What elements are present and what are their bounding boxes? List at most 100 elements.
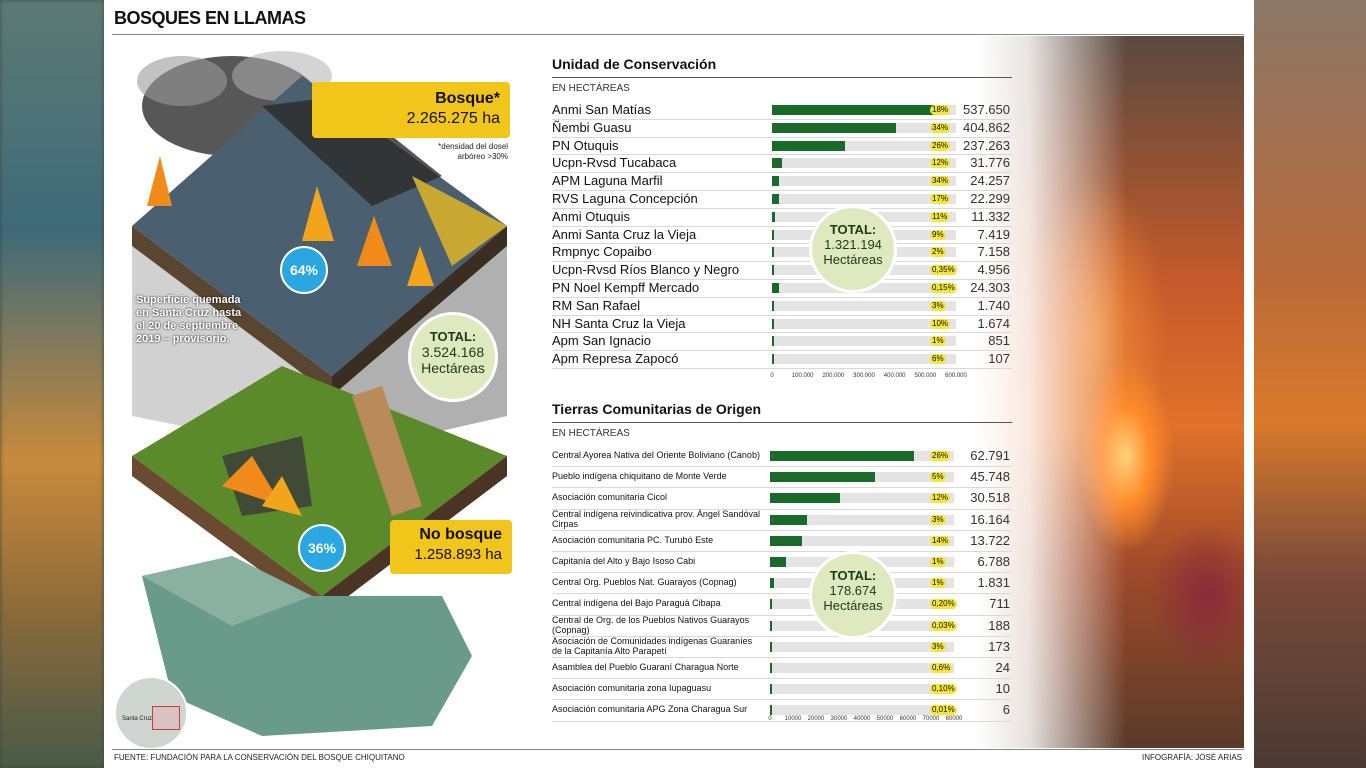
footer-credit: INFOGRAFÍA: JOSÉ ARIAS [1141, 753, 1242, 762]
axis-tick-label: 500.000 [914, 373, 937, 379]
total-unit: Hectáreas [421, 360, 485, 376]
bar [772, 336, 774, 347]
row-value: 22.299 [970, 191, 1010, 206]
chart2-row: Asociación de Comunidades indígenas Guar… [552, 636, 1012, 658]
row-value: 4.956 [977, 262, 1010, 278]
pct-badge: 26% [930, 451, 951, 461]
bar-track [770, 705, 954, 716]
row-label: Ucpn-Rvsd Tucabaca [552, 155, 677, 171]
pct-badge: 3% [930, 641, 946, 652]
bar-track [770, 663, 954, 673]
bar [772, 176, 780, 187]
page-title: BOSQUES EN LLAMAS [114, 8, 306, 28]
chart2-row: Asociación comunitaria zona Iupaguasu 0,1… [552, 678, 1012, 701]
row-value: 6 [1002, 702, 1010, 718]
pct-badge: 14% [930, 535, 951, 546]
pct-badge: 12% [930, 158, 951, 169]
row-value: 16.164 [970, 511, 1010, 527]
bar-track [772, 318, 956, 329]
pct-badge: 0,35% [930, 265, 957, 276]
axis-tick-label: 10000 [784, 716, 802, 722]
chart1-row: PN Otuquis 26% 237.263 [552, 137, 1012, 156]
chart2-row: Asamblea del Pueblo Guaraní Charagua Nor… [552, 657, 1012, 680]
pct-badge: 34% [930, 176, 951, 187]
pct-badge: 2% [930, 247, 946, 258]
row-label: APM Laguna Marfil [552, 173, 663, 189]
row-label: Pueblo indígena chiquitano de Monte Verd… [552, 471, 727, 482]
pct-badge: 17% [930, 194, 951, 204]
row-label: PN Noel Kempff Mercado [552, 280, 700, 295]
row-value: 62.791 [970, 448, 1010, 463]
row-value: 45.748 [970, 469, 1010, 485]
bar [772, 194, 779, 204]
bar-track [772, 122, 956, 133]
row-value: 6.788 [977, 554, 1010, 569]
chart1-total-circle: TOTAL: 1.321.194 Hectáreas [812, 208, 894, 290]
chart1-row: Anmi Otuquis 11% 11.332 [552, 208, 1012, 227]
bar-track [770, 472, 954, 483]
row-label: Central Ayorea Nativa del Oriente Bolivi… [552, 450, 760, 460]
chart2-row: Central de Org. de los Pueblos Nativos G… [552, 615, 1012, 637]
row-value: 7.419 [977, 226, 1010, 242]
row-value: 107 [988, 351, 1010, 367]
row-value: 31.776 [970, 155, 1010, 171]
row-value: 1.740 [977, 297, 1010, 313]
footer-source: FUENTE: FUNDACIÓN PARA LA CONSERVACIÓN D… [114, 753, 405, 762]
row-value: 10 [995, 681, 1010, 697]
chart1-row: APM Laguna Marfil 34% 24.257 [552, 172, 1012, 191]
bar [772, 211, 776, 222]
locator-highlight [152, 706, 180, 730]
bar [772, 247, 775, 258]
bar-track [772, 158, 956, 169]
axis-tick-label: 30000 [830, 716, 848, 722]
footer-divider [112, 749, 1244, 750]
chart2-total-unit: Hectáreas [823, 598, 883, 613]
chart1-row: Apm Represa Zapocó 6% 107 [552, 350, 1012, 369]
no-bosque-label: No bosque [419, 526, 502, 543]
pct-badge: 0,03% [930, 620, 957, 631]
bosque-callout: Bosque* 2.265.275 ha [312, 82, 510, 138]
pct-badge: 12% [930, 493, 951, 504]
bar-track [772, 354, 956, 365]
pct-badge: 0,15% [930, 283, 957, 293]
row-value: 13.722 [970, 532, 1010, 548]
pct-badge: 0,01% [930, 705, 957, 716]
row-value: 188 [988, 617, 1010, 633]
total-circle: TOTAL: 3.524.168 Hectáreas [408, 312, 498, 402]
chart1-title: Unidad de Conservación [552, 56, 717, 72]
row-value: 404.862 [963, 119, 1010, 135]
row-label: PN Otuquis [552, 137, 619, 153]
infographic-panel: BOSQUES EN LLAMAS [104, 0, 1254, 768]
background-right [1254, 0, 1366, 768]
chart1-row: NH Santa Cruz la Vieja 10% 1.674 [552, 315, 1012, 334]
bar-track [772, 140, 956, 151]
chart2-axis: 0 10000 20000 30000 40000 50000 60000 70000 8000… [768, 716, 962, 726]
chart1-row: Rmpnyc Copaibo 2% 7.158 [552, 243, 1012, 263]
chart1-axis: 0 100.000 200.000 300.000 400.000 500.000 600.… [770, 373, 967, 383]
chart1-row: Anmi San Matías 18% 537.650 [552, 101, 1012, 120]
bar [772, 265, 774, 276]
chart2-row: Pueblo indígena chiquitano de Monte Verd… [552, 466, 1012, 489]
row-value: 24 [995, 660, 1010, 675]
row-label: Asociación comunitaria PC. Turubó Este [552, 534, 714, 545]
bar [772, 318, 774, 329]
row-label: Central Org. Pueblos Nat. Guarayos (Copn… [552, 577, 737, 588]
axis-tick-label: 600.000 [945, 373, 967, 379]
bar [770, 514, 808, 525]
row-value: 851 [988, 333, 1010, 349]
bar [770, 599, 772, 610]
chart1-subtitle: EN HECTÁREAS [552, 83, 630, 94]
bar [770, 472, 876, 483]
bar [772, 354, 774, 365]
pct-badge: 0,10% [930, 684, 957, 695]
bar-track [770, 535, 954, 546]
bar [770, 663, 772, 673]
row-label: Central indígena reivindicativa prov. Án… [552, 508, 760, 529]
locator-map: Santa Cruz [114, 676, 188, 750]
bar-track [770, 641, 954, 652]
row-label: Apm San Ignacio [552, 333, 652, 349]
bar [770, 493, 841, 504]
axis-tick-label: 60000 [899, 716, 917, 722]
chart1-row: Ucpn-Rvsd Ríos Blanco y Negro 0,35% 4.956 [552, 261, 1012, 280]
row-label: Asociación comunitaria zona Iupaguasu [552, 683, 712, 694]
